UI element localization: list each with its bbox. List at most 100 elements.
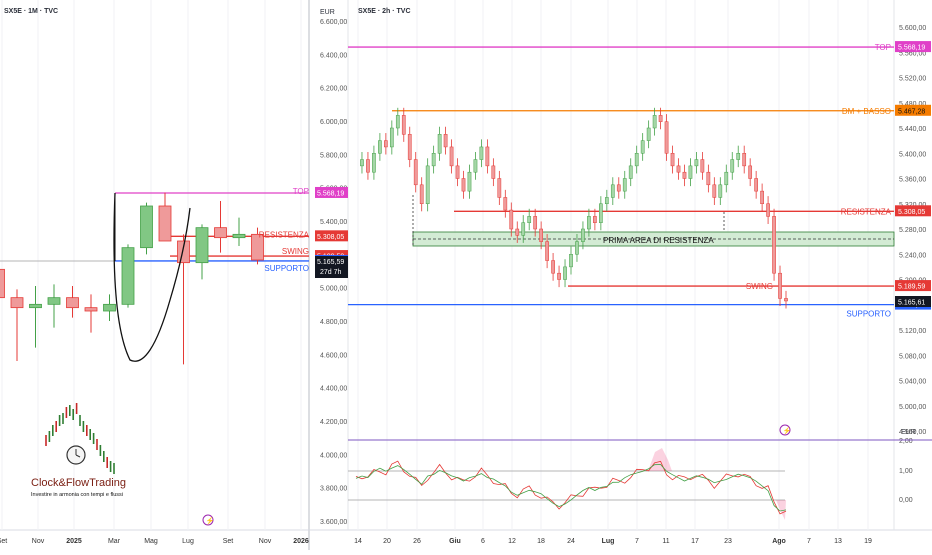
left-level-name: TOP [293, 187, 309, 196]
osc-tick: 0,00 [899, 497, 913, 504]
right-y-tick: 5.440,00 [899, 126, 926, 133]
right-candle-body [497, 178, 502, 198]
right-y-tick: 5.240,00 [899, 252, 926, 259]
right-level-name: SWING [746, 282, 773, 291]
left-x-tick: 2026 [293, 538, 309, 545]
right-candle-body [563, 266, 567, 280]
right-candle-body [700, 159, 705, 173]
left-candle-body [121, 247, 135, 305]
right-level-price: 5.467,28 [898, 108, 925, 115]
left-candles [0, 192, 264, 365]
logo: Clock&FlowTrading Investire in armonia c… [31, 403, 126, 498]
left-candle-body [214, 227, 227, 239]
oscillator-line-red [355, 460, 787, 515]
right-candle-body [736, 153, 741, 160]
right-candle-body [658, 115, 663, 122]
logo-candles [45, 403, 115, 474]
right-level-price: 5.568,19 [898, 45, 925, 52]
left-countdown: 27d 7h [320, 269, 342, 276]
osc-tick: 2,00 [899, 438, 913, 445]
left-level-name: SWING [282, 247, 309, 256]
right-level-price: 5.308,05 [898, 209, 925, 216]
svg-text:⚡: ⚡ [206, 516, 215, 525]
left-level-labels: TOP5.568,19RESISTENZA5.308,05SWING5.189,… [259, 186, 348, 278]
right-y-tick: 5.480,00 [899, 101, 926, 108]
event-icon-left[interactable]: ⚡ [202, 514, 215, 526]
right-candle-body [676, 165, 681, 173]
right-x-tick: 24 [567, 538, 575, 545]
right-candle-body [682, 171, 687, 179]
left-x-tick: 2025 [66, 538, 82, 545]
right-level-name: RESISTENZA [841, 207, 892, 216]
right-x-tick: 19 [864, 538, 872, 545]
right-x-tick: Giu [449, 538, 461, 545]
right-candle-body [491, 165, 496, 179]
left-candle-body [10, 297, 24, 309]
right-y-tick: 5.000,00 [899, 404, 926, 411]
right-x-tick: 6 [481, 538, 485, 545]
oscillator-fill [648, 448, 786, 520]
right-candle-body [599, 203, 603, 223]
right-y-tick: 5.600,00 [899, 25, 926, 32]
right-candle-body [694, 159, 699, 167]
right-candle-body [545, 241, 549, 261]
right-level-name: DM + BASSO [842, 107, 891, 116]
right-candle-body [742, 153, 747, 167]
left-last-price: 5.165,59 [317, 259, 344, 266]
right-x-tick: 13 [834, 538, 842, 545]
right-y-tick: 5.400,00 [899, 151, 926, 158]
right-candles [360, 107, 788, 309]
right-candle-body [646, 127, 651, 141]
right-y-tick: 5.080,00 [899, 353, 926, 360]
right-time-axis[interactable]: 14 20 26 Giu 6 12 18 24 Lug 7 11 17 23 Ago 7 13 19 [354, 538, 872, 545]
svg-text:⚡: ⚡ [783, 426, 792, 435]
right-candle-body [557, 272, 561, 280]
right-candle-body [772, 216, 776, 274]
left-x-tick: Mar [108, 538, 121, 545]
right-x-tick: 12 [508, 538, 516, 545]
resistance-zone-label: PRIMA AREA DI RESISTENZA [603, 236, 714, 245]
cup-drawing[interactable] [113, 192, 191, 362]
left-candle-body [103, 303, 116, 312]
right-candle-body [449, 146, 454, 167]
left-y-tick: 6.200,00 [320, 86, 347, 93]
right-level-badge [895, 280, 931, 292]
right-candle-body [724, 171, 729, 186]
right-candle-body [407, 134, 412, 160]
left-x-tick: Nov [32, 538, 45, 545]
left-x-tick: Nov [259, 538, 272, 545]
right-x-tick: 7 [807, 538, 811, 545]
event-icon-right[interactable]: ⚡ [779, 424, 792, 436]
right-candle-body [551, 260, 555, 274]
right-candle-body [443, 134, 448, 148]
right-level-badge [895, 205, 931, 217]
left-time-axis[interactable]: Set Nov 2025 Mar Mag Lug Set Nov 2026 [0, 538, 309, 545]
right-x-tick: 14 [354, 538, 362, 545]
right-x-tick: 26 [413, 538, 421, 545]
logo-tagline: Investire in armonia con tempi e flussi [31, 492, 123, 498]
oscillator-axis[interactable]: 2,00 1,00 0,00 [899, 438, 913, 504]
left-candle-body [29, 303, 42, 309]
right-level-name: SUPPORTO [846, 310, 891, 319]
left-candle-body [232, 233, 246, 239]
right-candle-body [706, 171, 711, 186]
left-x-tick: Set [0, 538, 7, 545]
right-candle-body [604, 197, 609, 204]
right-candle-body [455, 165, 460, 179]
right-candle-body [425, 165, 430, 204]
right-x-tick: 23 [724, 538, 732, 545]
right-candle-body [473, 159, 478, 173]
right-candle-body [509, 209, 514, 230]
left-y-tick: 5.000,00 [320, 286, 347, 293]
right-candle-body [413, 159, 418, 186]
right-candle-body [754, 178, 758, 192]
right-candle-body [366, 159, 370, 173]
right-candle-body [652, 115, 657, 129]
left-candle-body [47, 297, 61, 305]
right-candle-body [485, 146, 490, 167]
right-panel-title: SX5E · 2h · TVC [358, 8, 411, 15]
left-candle-body [195, 227, 209, 264]
right-candle-body [360, 159, 364, 167]
